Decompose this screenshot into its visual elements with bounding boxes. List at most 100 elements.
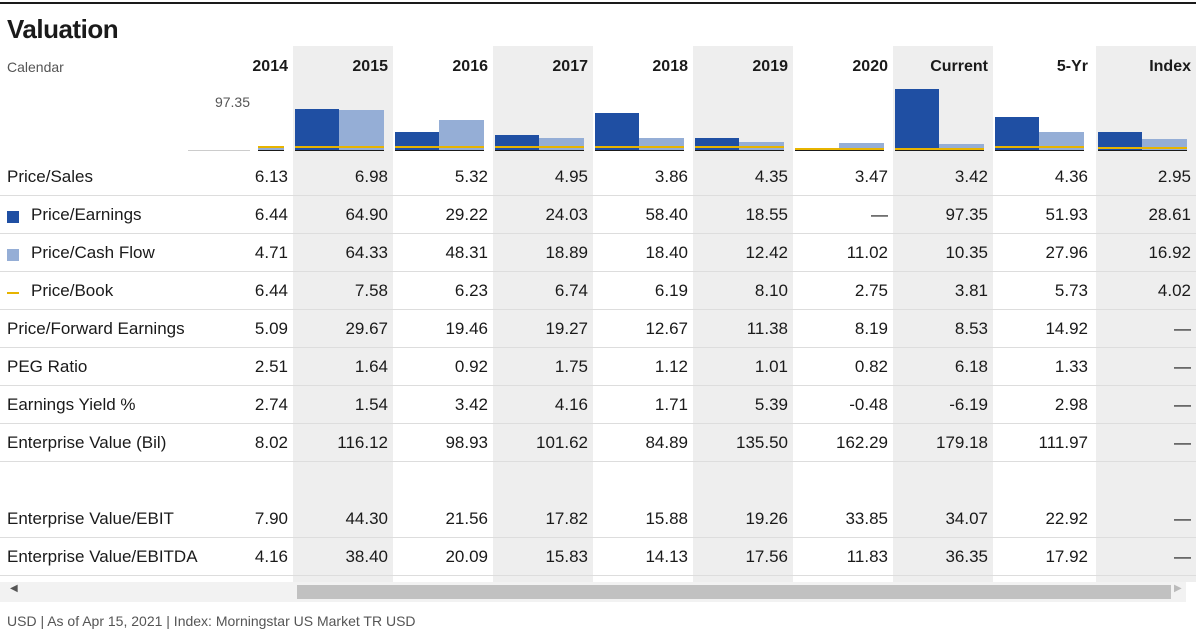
cell-2015: 64.90 <box>345 205 388 224</box>
cell-5-yr: 17.92 <box>1045 547 1088 566</box>
cell-2014: 8.02 <box>254 433 288 452</box>
mini-line-pb-5-yr <box>995 146 1084 148</box>
cell-2015: 64.33 <box>345 243 388 262</box>
mini-bar-pe-2015 <box>295 109 339 150</box>
cell-2018: 18.40 <box>645 243 688 262</box>
cell-index: 28.61 <box>1148 205 1191 224</box>
cell-index: — <box>1174 395 1191 414</box>
cell-2020: 0.82 <box>854 357 888 376</box>
table-row-enterprise-value-bil: Enterprise Value (Bil) 8.02 116.12 98.93 101… <box>0 424 1196 462</box>
table-row-price-book: Price/Book 6.44 7.58 6.23 6.74 6.19 8.10 2.75 3.… <box>0 272 1196 310</box>
cell-2017: 6.74 <box>554 281 588 300</box>
cell-2020: 3.47 <box>854 167 888 186</box>
mini-line-pb-2020 <box>795 148 884 150</box>
mini-line-pb-2019 <box>695 146 784 148</box>
cell-2020: 8.19 <box>854 319 888 338</box>
cell-2018: 6.19 <box>654 281 688 300</box>
table-row-price-earnings: Price/Earnings 6.44 64.90 29.22 24.03 58.40 18… <box>0 196 1196 234</box>
table-row-price-cash-flow: Price/Cash Flow 4.71 64.33 48.31 18.89 18.40 1… <box>0 234 1196 272</box>
scroll-left-arrow-icon[interactable]: ◀ <box>10 583 18 594</box>
cell-index: — <box>1174 509 1191 528</box>
cell-current: 34.07 <box>945 509 988 528</box>
cell-5-yr: 22.92 <box>1045 509 1088 528</box>
cell-2018: 1.71 <box>654 395 688 414</box>
cell-current: 6.18 <box>954 357 988 376</box>
cell-2017: 19.27 <box>545 319 588 338</box>
cell-index: 4.02 <box>1157 281 1191 300</box>
row-divider <box>0 537 1196 538</box>
column-header-2015: 2015 <box>352 58 388 75</box>
row-divider <box>0 423 1196 424</box>
legend-swatch-price-book <box>7 292 19 294</box>
table-row-enterprise-value-ebitda: Enterprise Value/EBITDA 4.16 38.40 20.09 15.… <box>0 538 1196 576</box>
mini-baseline-index <box>1098 150 1187 151</box>
cell-current: 36.35 <box>945 547 988 566</box>
cell-2015: 116.12 <box>337 433 388 452</box>
mini-line-pb-2014 <box>258 146 284 148</box>
row-divider <box>0 233 1196 234</box>
mini-bar-pcf-2017 <box>539 138 584 150</box>
cell-current: 3.81 <box>954 281 988 300</box>
cell-2016: 5.32 <box>454 167 488 186</box>
scrollbar-thumb[interactable] <box>297 585 1171 599</box>
cell-index: — <box>1174 357 1191 376</box>
mini-bar-pcf-current <box>939 144 984 150</box>
cell-current: 179.18 <box>936 433 988 452</box>
cell-2018: 84.89 <box>645 433 688 452</box>
row-divider <box>0 271 1196 272</box>
row-label: Enterprise Value/EBITDA <box>7 547 198 566</box>
mini-baseline-5-yr <box>995 150 1084 151</box>
mini-chart-scale-label: 97.35 <box>214 94 250 110</box>
mini-line-pb-2017 <box>495 146 584 148</box>
cell-2016: 6.23 <box>454 281 488 300</box>
cell-2016: 98.93 <box>445 433 488 452</box>
column-header-2018: 2018 <box>652 58 688 75</box>
cell-2017: 4.95 <box>554 167 588 186</box>
cell-2014: 2.51 <box>254 357 288 376</box>
row-label: Price/Book <box>31 281 114 300</box>
cell-2015: 7.58 <box>354 281 388 300</box>
cell-index: 2.95 <box>1157 167 1191 186</box>
mini-baseline-2017 <box>495 150 584 151</box>
footer-note: USD | As of Apr 15, 2021 | Index: Mornin… <box>7 613 416 629</box>
cell-2018: 15.88 <box>645 509 688 528</box>
mini-baseline-2014 <box>258 150 284 151</box>
cell-2017: 101.62 <box>536 433 588 452</box>
column-header-current: Current <box>930 58 988 75</box>
column-header-5-yr: 5-Yr <box>1056 58 1088 75</box>
mini-bar-pcf-2018 <box>639 138 684 150</box>
table-row-earnings-yield: Earnings Yield % 2.74 1.54 3.42 4.16 1.71 5.39… <box>0 386 1196 424</box>
cell-2020: 11.02 <box>846 243 888 262</box>
cell-current: 3.42 <box>954 167 988 186</box>
table-row-price-forward-earnings: Price/Forward Earnings 5.09 29.67 19.46 19.2… <box>0 310 1196 348</box>
mini-line-pb-2015 <box>295 146 384 148</box>
column-header-2014: 2014 <box>252 58 288 75</box>
cell-2015: 29.67 <box>345 319 388 338</box>
cell-2017: 15.83 <box>545 547 588 566</box>
cell-2016: 29.22 <box>445 205 488 224</box>
mini-bar-pcf-2014 <box>258 147 284 150</box>
cell-2020: 162.29 <box>836 433 888 452</box>
cell-2015: 1.64 <box>354 357 388 376</box>
column-header-2020: 2020 <box>852 58 888 75</box>
cell-2015: 6.98 <box>354 167 388 186</box>
cell-2020: — <box>871 205 888 224</box>
row-divider <box>0 309 1196 310</box>
row-label: Price/Sales <box>7 167 93 186</box>
cell-2018: 14.13 <box>645 547 688 566</box>
mini-bar-pe-current <box>895 89 939 150</box>
cell-2014: 4.16 <box>254 547 288 566</box>
mini-line-pb-2018 <box>595 146 684 148</box>
section-title: Valuation <box>7 14 119 44</box>
row-label: Enterprise Value/EBIT <box>7 509 174 528</box>
mini-bar-pe-2019 <box>695 138 739 150</box>
cell-5-yr: 1.33 <box>1054 357 1088 376</box>
header-calendar: Calendar <box>7 59 64 75</box>
cell-2019: 1.01 <box>754 357 788 376</box>
cell-2016: 19.46 <box>445 319 488 338</box>
scroll-right-arrow-icon[interactable]: ▶ <box>1174 583 1182 594</box>
cell-2016: 21.56 <box>445 509 488 528</box>
mini-bar-pe-2016 <box>395 132 439 150</box>
cell-2018: 12.67 <box>645 319 688 338</box>
mini-bar-pcf-5-yr <box>1039 132 1084 150</box>
